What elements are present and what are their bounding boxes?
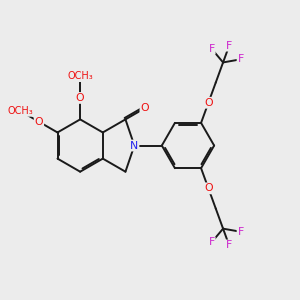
Text: O: O	[140, 103, 149, 113]
Text: N: N	[130, 140, 139, 151]
Text: F: F	[208, 237, 215, 247]
Text: O: O	[204, 98, 213, 108]
Text: O: O	[34, 117, 43, 127]
Text: F: F	[226, 240, 232, 250]
Text: F: F	[208, 44, 215, 54]
Text: F: F	[226, 41, 232, 51]
Text: F: F	[238, 227, 244, 237]
Text: OCH₃: OCH₃	[67, 71, 93, 81]
Text: OCH₃: OCH₃	[7, 106, 33, 116]
Text: F: F	[238, 54, 244, 64]
Text: O: O	[76, 93, 85, 103]
Text: O: O	[204, 183, 213, 193]
